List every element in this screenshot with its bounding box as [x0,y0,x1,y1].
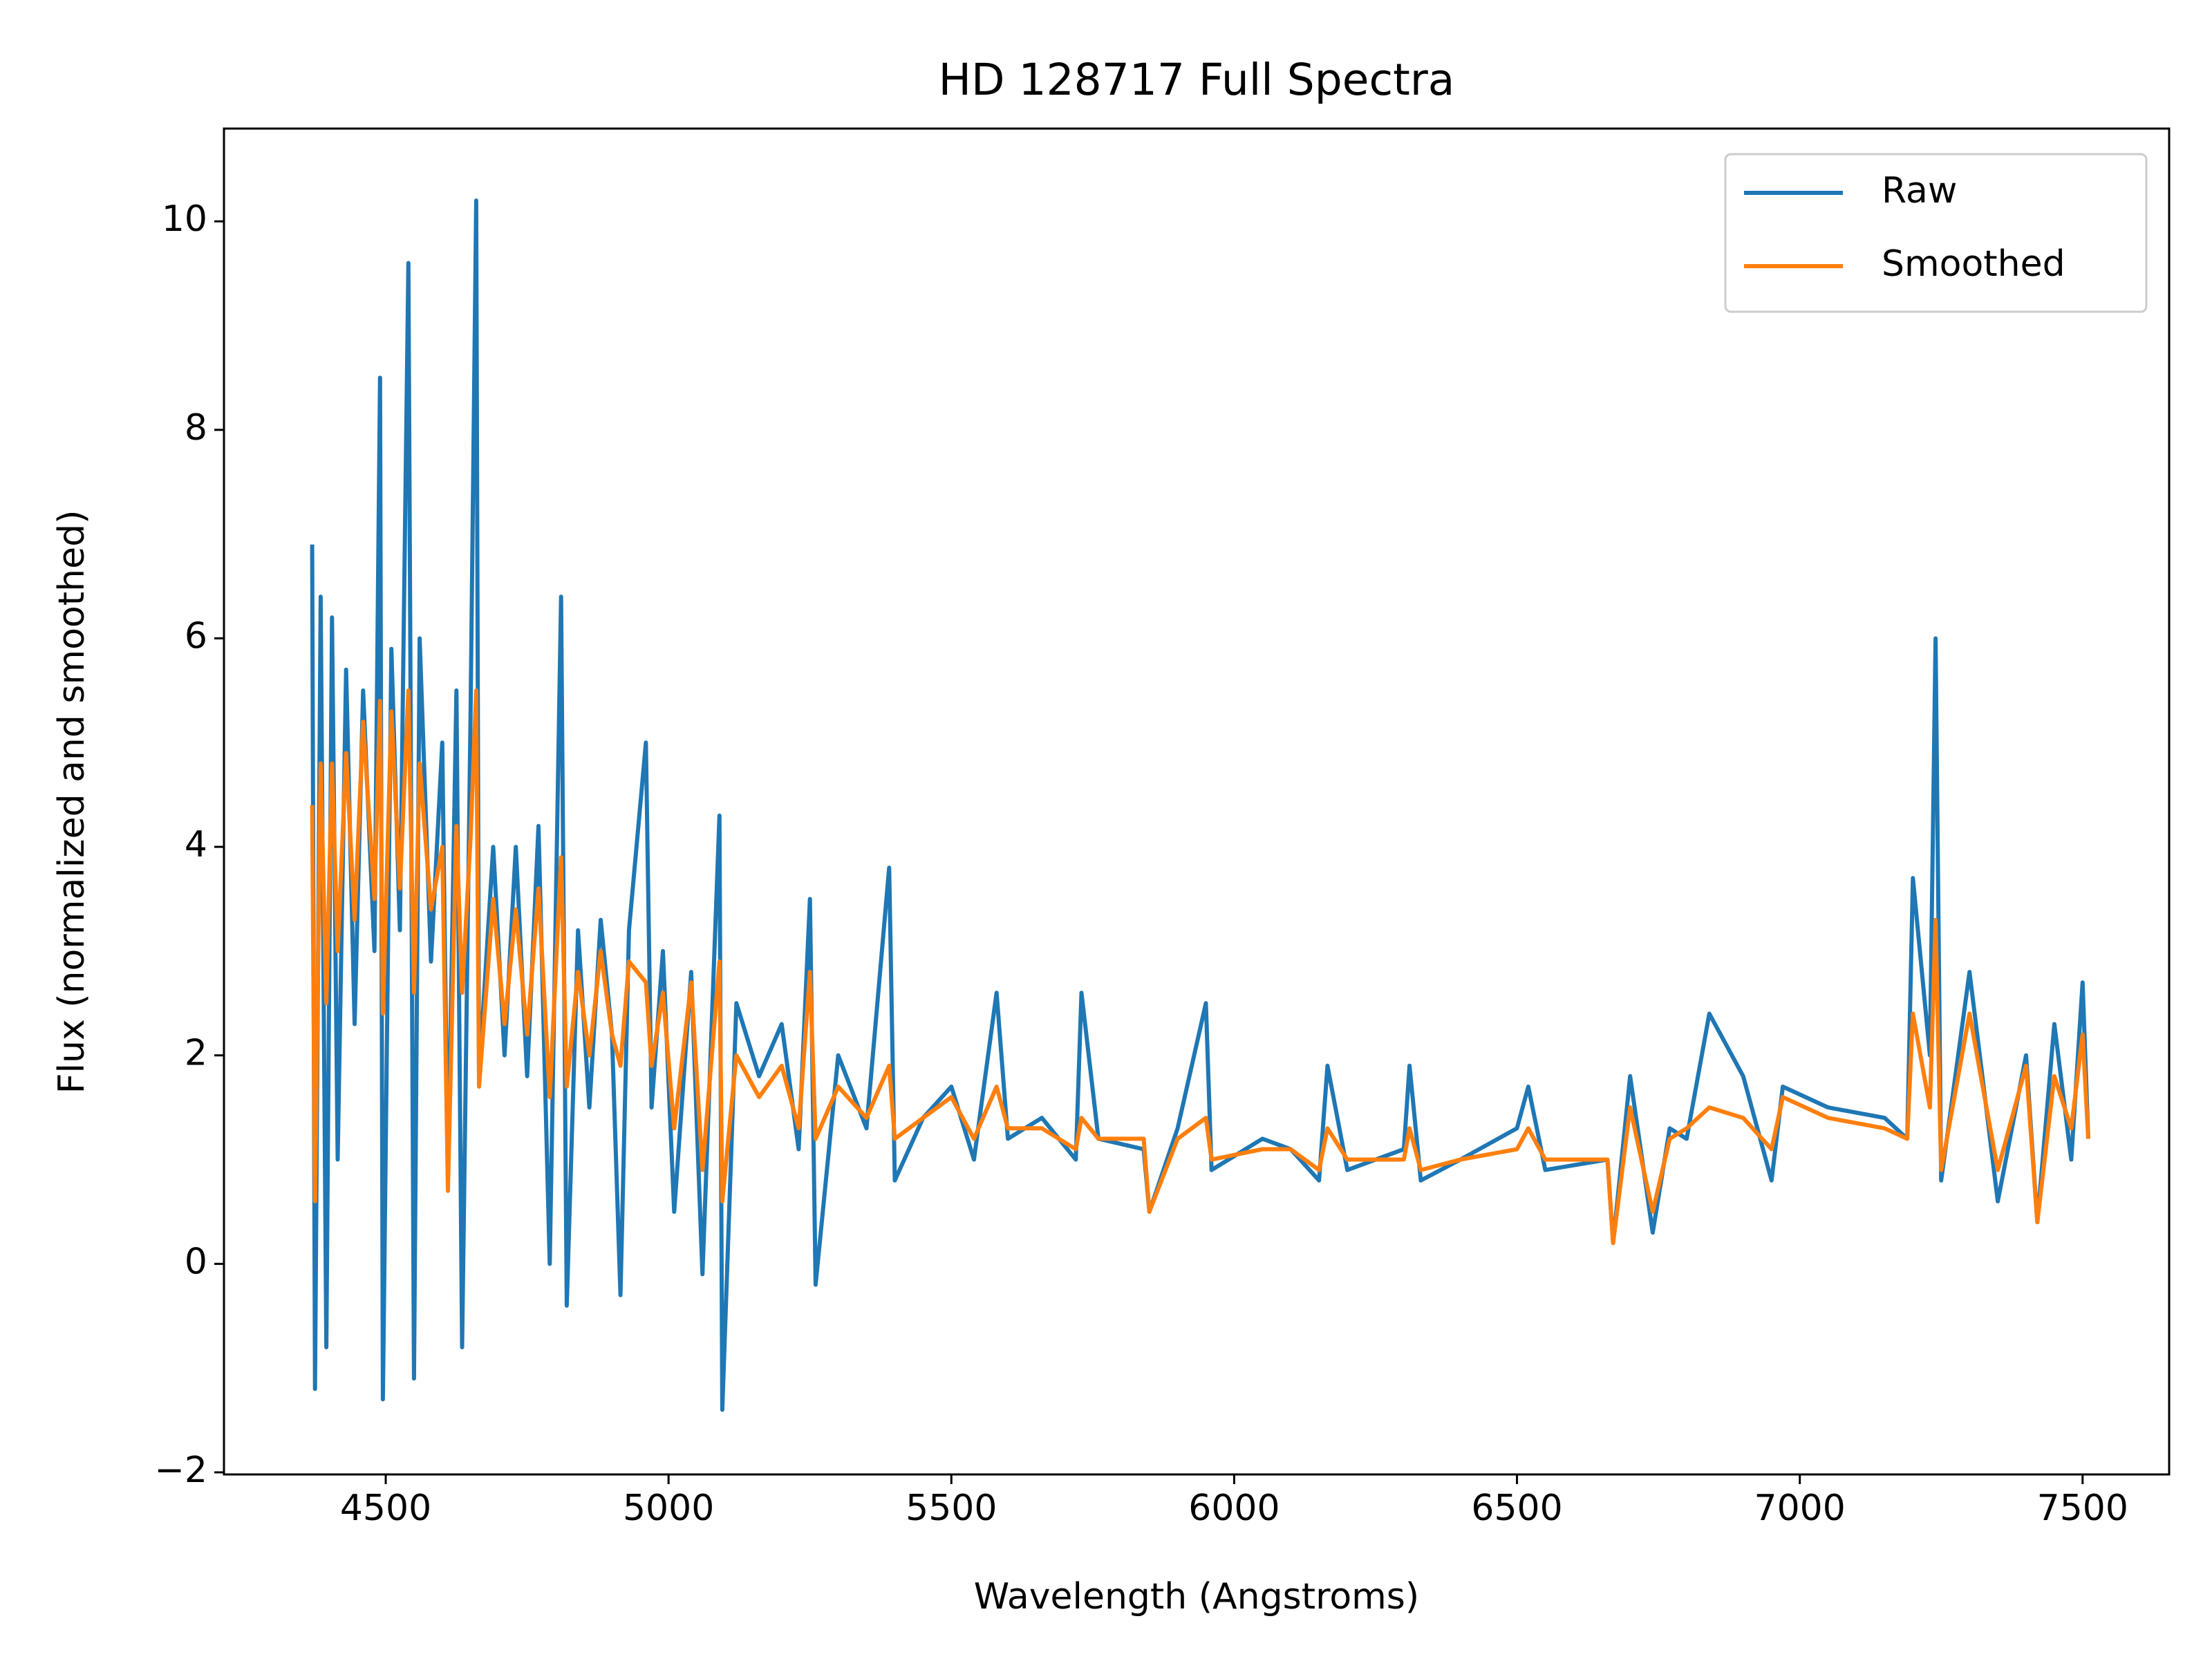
y-tick-label: 2 [185,1033,207,1074]
y-tick-label: 6 [185,615,207,657]
legend-label: Smoothed [1882,243,2065,285]
x-tick-label: 7000 [1754,1488,1846,1529]
x-axis-label: Wavelength (Angstroms) [974,1576,1419,1618]
y-tick-label: 0 [185,1241,207,1282]
y-tick-label: 10 [162,198,207,240]
x-tick-label: 6000 [1188,1488,1280,1529]
y-axis-label: Flux (normalized and smoothed) [51,510,93,1094]
x-tick-label: 6500 [1471,1488,1562,1529]
y-tick-label: 4 [185,824,207,865]
y-tick-label: 8 [185,407,207,449]
chart-title: HD 128717 Full Spectra [939,55,1455,105]
plot-frame [223,127,2171,1476]
x-tick-label: 5500 [906,1488,997,1529]
x-tick-label: 5000 [623,1488,714,1529]
y-tick-label: −2 [154,1450,207,1491]
series-line [310,688,2090,1246]
legend-label: Raw [1882,170,1957,212]
series-line [310,198,2090,1412]
x-tick-label: 7500 [2037,1488,2128,1529]
x-tick-label: 4500 [340,1488,431,1529]
